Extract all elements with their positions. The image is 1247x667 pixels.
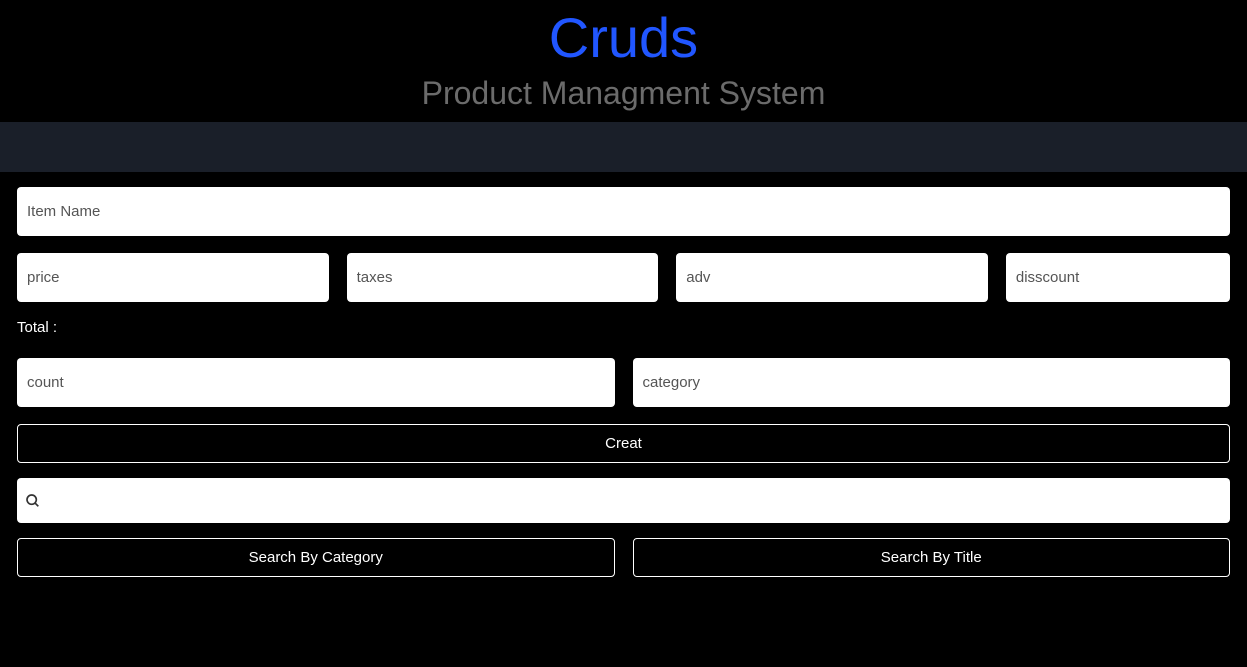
price-row: [17, 253, 1230, 302]
search-buttons-row: Search By Category Search By Title: [17, 538, 1230, 577]
taxes-input[interactable]: [347, 253, 659, 302]
search-by-title-button[interactable]: Search By Title: [633, 538, 1231, 577]
price-input[interactable]: [17, 253, 329, 302]
item-name-input[interactable]: [17, 187, 1230, 236]
search-wrapper: [17, 478, 1230, 523]
total-label: Total :: [17, 319, 1230, 336]
search-input[interactable]: [17, 478, 1230, 523]
search-by-category-button[interactable]: Search By Category: [17, 538, 615, 577]
create-button[interactable]: Creat: [17, 424, 1230, 463]
count-category-row: [17, 358, 1230, 407]
form-container: Total : Creat Search By Category Search …: [0, 172, 1247, 577]
header: Cruds Product Managment System: [0, 0, 1247, 112]
discount-input[interactable]: [1006, 253, 1230, 302]
category-input[interactable]: [633, 358, 1231, 407]
main-title: Cruds: [0, 5, 1247, 70]
adv-input[interactable]: [676, 253, 988, 302]
count-input[interactable]: [17, 358, 615, 407]
divider-bar: [0, 122, 1247, 172]
search-icon: [25, 493, 41, 509]
subtitle: Product Managment System: [0, 75, 1247, 112]
